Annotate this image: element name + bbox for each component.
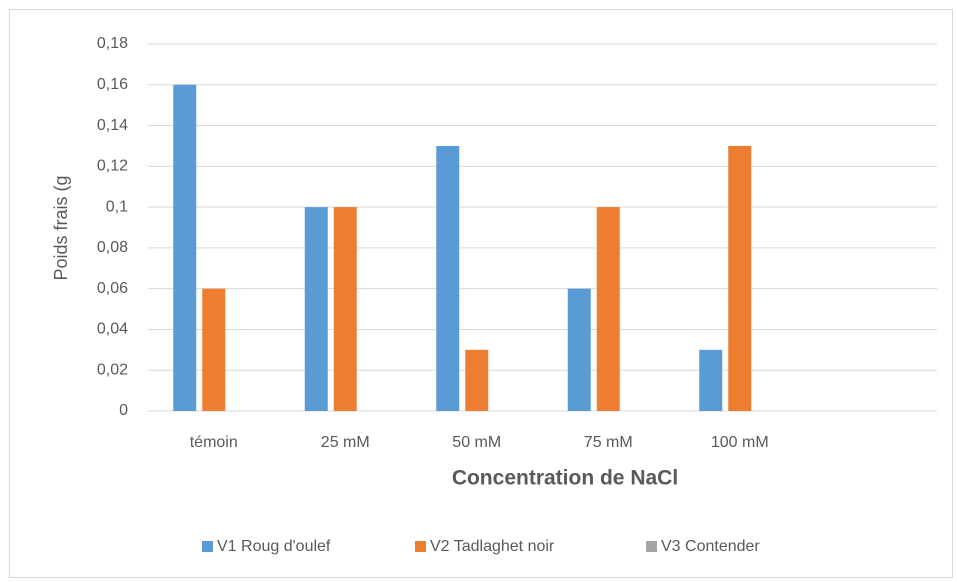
bar xyxy=(699,349,723,411)
x-tick-label: 100 mM xyxy=(711,434,769,451)
y-axis-label: Poids frais (g xyxy=(51,175,71,280)
y-tick-label: 0,02 xyxy=(97,361,128,378)
legend-swatch xyxy=(646,541,657,552)
legend-label: V2 Tadlaghet noir xyxy=(430,538,555,555)
x-tick-label: 50 mM xyxy=(452,434,501,451)
x-tick-label: témoin xyxy=(190,434,238,451)
x-axis-label: Concentration de NaCl xyxy=(452,467,678,490)
bar xyxy=(202,288,226,411)
legend-swatch xyxy=(415,541,426,552)
bar xyxy=(436,145,460,411)
y-tick-label: 0,14 xyxy=(97,117,128,134)
y-tick-label: 0 xyxy=(119,402,128,419)
x-tick-label: 25 mM xyxy=(321,434,370,451)
y-tick-label: 0,18 xyxy=(97,35,128,52)
bar xyxy=(728,145,752,411)
bar xyxy=(596,207,620,411)
y-tick-label: 0,08 xyxy=(97,239,128,256)
bar xyxy=(465,349,489,411)
y-tick-label: 0,06 xyxy=(97,280,128,297)
chart-border xyxy=(9,9,953,578)
x-tick-label: 75 mM xyxy=(584,434,633,451)
bar xyxy=(173,84,197,412)
bar xyxy=(333,207,357,411)
legend-label: V3 Contender xyxy=(661,538,760,555)
legend-swatch xyxy=(202,541,213,552)
y-tick-label: 0,16 xyxy=(97,76,128,93)
y-tick-label: 0,12 xyxy=(97,158,128,175)
legend-label: V1 Roug d'oulef xyxy=(217,538,331,555)
bar xyxy=(304,207,328,411)
bar xyxy=(567,288,591,411)
y-tick-label: 0,1 xyxy=(106,198,128,215)
y-tick-label: 0,04 xyxy=(97,321,128,338)
